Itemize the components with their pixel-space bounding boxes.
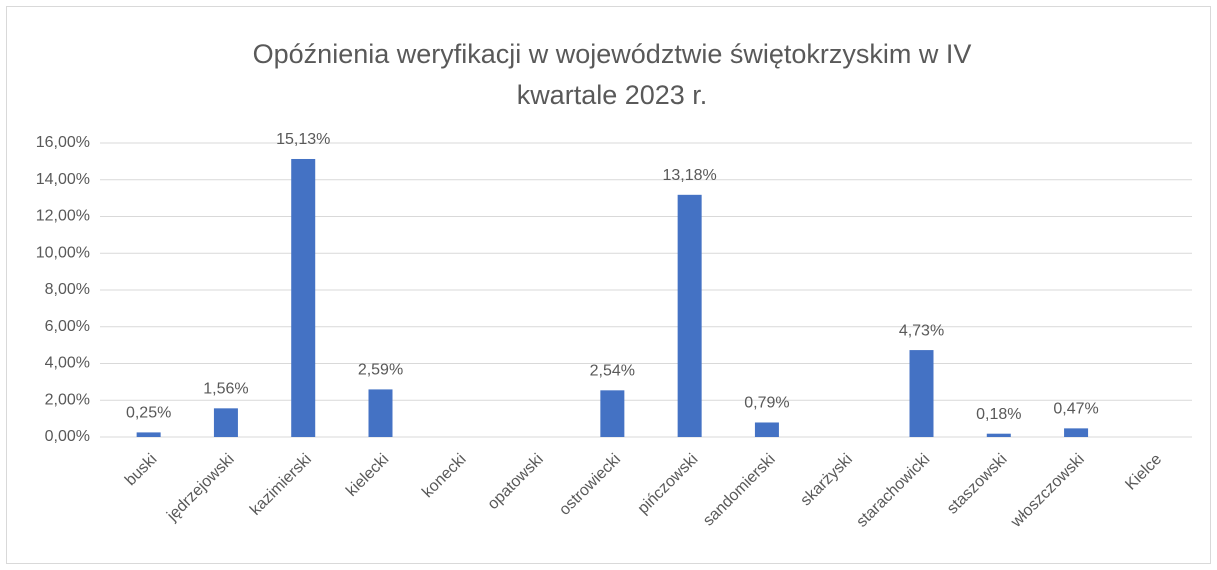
- data-label: 0,47%: [1053, 401, 1098, 418]
- data-label: 15,13%: [276, 131, 330, 148]
- y-tick-label: 12,00%: [36, 208, 90, 225]
- y-tick-label: 0,00%: [45, 428, 90, 445]
- bar: [754, 422, 779, 437]
- bar: [136, 432, 161, 437]
- y-tick-label: 8,00%: [45, 281, 90, 298]
- y-tick-label: 16,00%: [36, 134, 90, 151]
- data-label: 4,73%: [899, 322, 944, 339]
- data-label: 0,25%: [126, 405, 171, 422]
- bar: [677, 194, 702, 437]
- bar: [291, 158, 316, 437]
- data-label: 0,79%: [744, 395, 789, 412]
- bar: [986, 433, 1011, 437]
- data-label: 1,56%: [203, 381, 248, 398]
- y-tick-label: 10,00%: [36, 244, 90, 261]
- data-label: 2,59%: [358, 362, 403, 379]
- y-tick-label: 14,00%: [36, 171, 90, 188]
- bar: [368, 389, 393, 437]
- y-tick-label: 6,00%: [45, 318, 90, 335]
- y-tick-label: 4,00%: [45, 355, 90, 372]
- chart-title: kwartale 2023 r.: [517, 80, 708, 110]
- chart-title: Opóźnienia weryfikacji w województwie św…: [253, 39, 972, 69]
- bar: [600, 390, 625, 437]
- bar: [909, 350, 934, 437]
- bar: [1064, 428, 1089, 437]
- y-tick-label: 2,00%: [45, 391, 90, 408]
- data-label: 2,54%: [590, 363, 635, 380]
- data-label: 13,18%: [663, 167, 717, 184]
- data-label: 0,18%: [976, 406, 1021, 423]
- chart-frame: [6, 6, 1211, 564]
- bar: [213, 408, 238, 437]
